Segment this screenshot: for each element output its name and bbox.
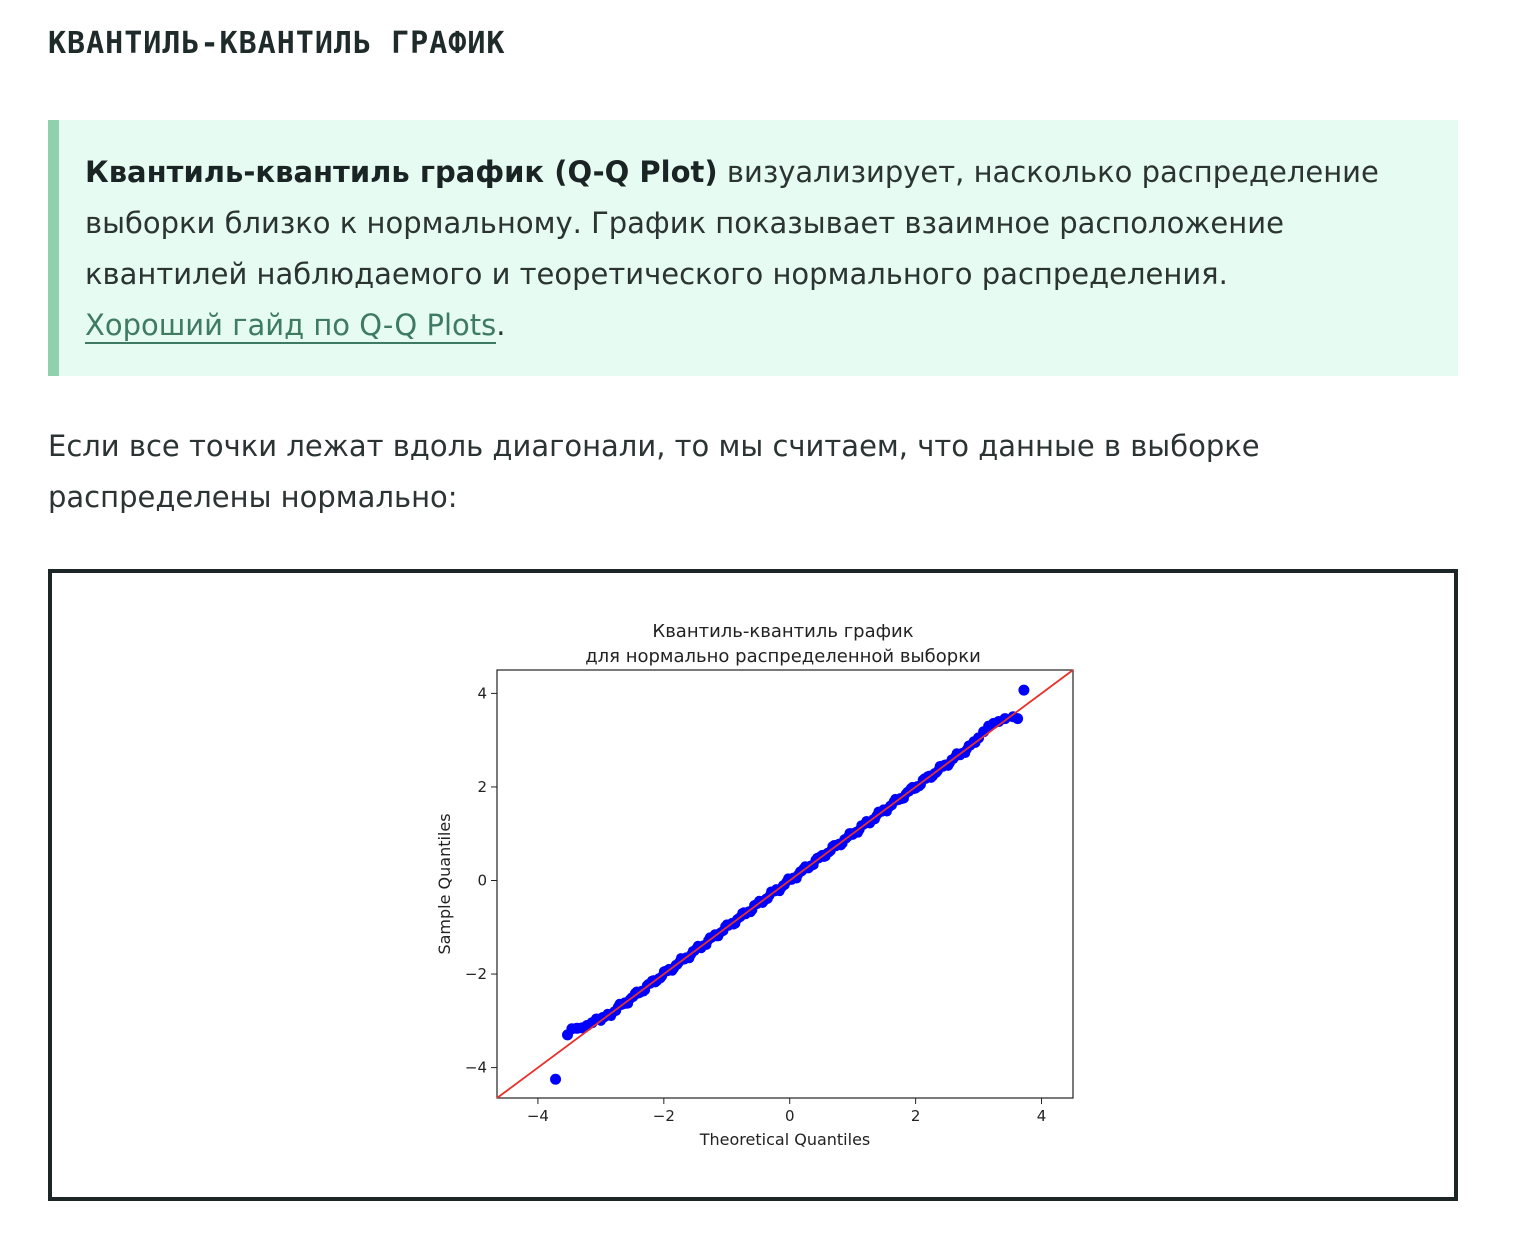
y-tick-label: −4 — [465, 1059, 487, 1077]
callout-term: Квантиль-квантиль график (Q-Q Plot) — [85, 155, 718, 189]
qq-plot-chart: Квантиль-квантиль график для нормально ра… — [435, 621, 1074, 1149]
x-tick-label: −2 — [653, 1107, 675, 1125]
y-axis-label: Sample Quantiles — [435, 813, 454, 954]
data-point — [999, 713, 1011, 725]
x-tick-label: 0 — [785, 1107, 795, 1125]
chart-title-line: Квантиль-квантиль график — [652, 621, 913, 642]
y-tick-label: −2 — [465, 965, 487, 983]
definition-callout: Квантиль-квантиль график (Q-Q Plot) визу… — [48, 120, 1458, 376]
body-paragraph: Если все точки лежат вдоль диагонали, то… — [48, 429, 1260, 514]
data-point — [590, 1013, 602, 1025]
y-tick-label: 4 — [477, 684, 487, 702]
qq-plot-figure: Квантиль-квантиль график для нормально ра… — [48, 569, 1458, 1201]
plot-frame — [496, 669, 1074, 1099]
data-point — [550, 1073, 562, 1085]
x-tick-label: 4 — [1037, 1107, 1047, 1125]
x-tick-label: −4 — [527, 1107, 549, 1125]
callout-text: визуализирует, насколько распределение в… — [85, 155, 1379, 291]
x-tick-label: 2 — [911, 1107, 921, 1125]
y-tick-label: 2 — [477, 778, 487, 796]
data-point — [1018, 684, 1030, 696]
section-heading: КВАНТИЛЬ-КВАНТИЛЬ ГРАФИК — [48, 26, 506, 61]
qq-guide-link[interactable]: Хороший гайд по Q-Q Plots — [85, 308, 497, 344]
data-point — [1012, 713, 1024, 725]
reference-line — [496, 669, 1074, 1099]
y-tick-label: 0 — [477, 871, 487, 889]
chart-title-line: для нормально распределенной выборки — [585, 646, 981, 667]
x-axis-label: Theoretical Quantiles — [699, 1130, 871, 1149]
callout-period: . — [496, 308, 506, 342]
